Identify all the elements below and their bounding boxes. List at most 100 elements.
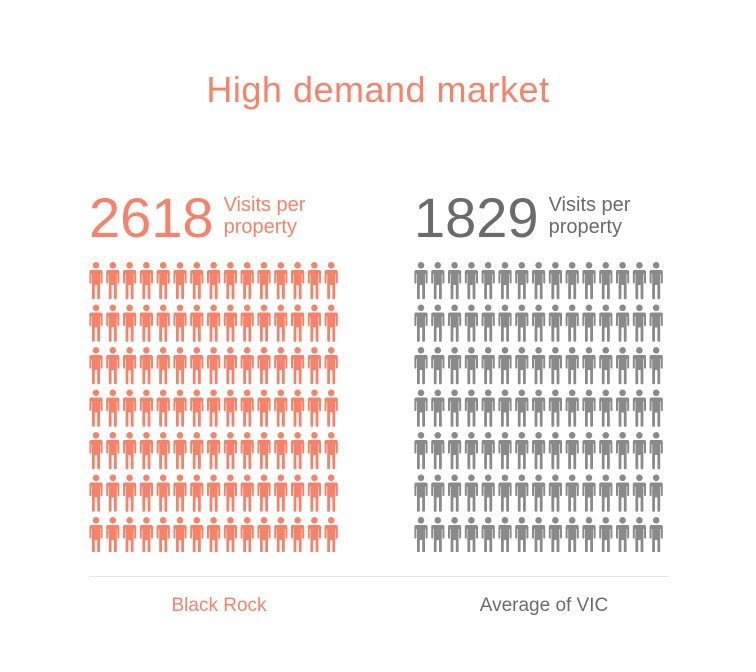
person-icon — [274, 474, 288, 512]
person-icon — [464, 432, 478, 470]
person-icon — [464, 304, 478, 342]
person-icon — [548, 304, 562, 342]
person-icon — [223, 474, 237, 512]
person-icon — [89, 389, 103, 427]
divider — [89, 576, 669, 577]
person-icon — [106, 262, 120, 300]
person-icon — [89, 262, 103, 300]
person-icon — [649, 474, 663, 512]
person-icon — [324, 517, 338, 552]
person-icon — [190, 304, 204, 342]
person-icon — [123, 304, 137, 342]
person-icon — [207, 347, 221, 385]
person-icon — [414, 432, 428, 470]
person-icon — [515, 347, 529, 385]
person-icon — [156, 389, 170, 427]
person-icon — [89, 304, 103, 342]
person-icon — [414, 517, 428, 552]
person-icon — [632, 262, 646, 300]
person-icon — [498, 347, 512, 385]
person-icon — [123, 389, 137, 427]
person-icon — [548, 389, 562, 427]
person-icon — [173, 389, 187, 427]
person-icon — [649, 304, 663, 342]
person-icon — [532, 389, 546, 427]
person-icon — [498, 432, 512, 470]
person-icon — [616, 517, 630, 552]
person-icon — [431, 304, 445, 342]
person-icon — [89, 347, 103, 385]
person-icon — [240, 304, 254, 342]
person-icon — [324, 347, 338, 385]
person-icon — [274, 347, 288, 385]
person-icon — [632, 432, 646, 470]
person-icon — [414, 389, 428, 427]
person-icon — [414, 304, 428, 342]
person-icon — [481, 389, 495, 427]
person-icon — [291, 432, 305, 470]
person-icon — [481, 517, 495, 552]
stat-unit-black-rock: Visits per property — [223, 194, 306, 238]
person-icon — [240, 517, 254, 552]
person-icon — [649, 517, 663, 552]
pictogram-black-rock — [89, 262, 338, 552]
person-icon — [565, 474, 579, 512]
panel-average-vic: 1829 Visits per property — [414, 186, 674, 552]
person-icon — [582, 517, 596, 552]
person-icon — [274, 517, 288, 552]
chart-title: High demand market — [206, 69, 550, 110]
person-icon — [156, 347, 170, 385]
person-icon — [156, 517, 170, 552]
person-icon — [257, 474, 271, 512]
person-icon — [649, 432, 663, 470]
person-icon — [173, 517, 187, 552]
person-icon — [649, 262, 663, 300]
person-icon — [156, 432, 170, 470]
person-icon — [448, 474, 462, 512]
person-icon — [223, 389, 237, 427]
pictogram-average-vic — [414, 262, 663, 552]
person-icon — [481, 474, 495, 512]
person-icon — [548, 474, 562, 512]
person-icon — [632, 517, 646, 552]
person-icon — [565, 432, 579, 470]
person-icon — [156, 304, 170, 342]
person-icon — [139, 474, 153, 512]
person-icon — [515, 517, 529, 552]
stat-value-black-rock: 2618 — [89, 186, 214, 249]
person-icon — [123, 432, 137, 470]
person-icon — [257, 347, 271, 385]
person-icon — [240, 432, 254, 470]
person-icon — [291, 304, 305, 342]
legend-label-black-rock: Black Rock — [171, 595, 267, 616]
person-icon — [464, 474, 478, 512]
person-icon — [431, 432, 445, 470]
person-icon — [106, 304, 120, 342]
person-icon — [532, 262, 546, 300]
person-icon — [307, 347, 321, 385]
person-icon — [240, 262, 254, 300]
person-icon — [291, 262, 305, 300]
person-icon — [207, 389, 221, 427]
person-icon — [582, 389, 596, 427]
person-icon — [106, 347, 120, 385]
person-icon — [139, 262, 153, 300]
person-icon — [464, 389, 478, 427]
person-icon — [515, 474, 529, 512]
person-icon — [190, 474, 204, 512]
person-icon — [481, 432, 495, 470]
person-icon — [274, 262, 288, 300]
person-icon — [324, 304, 338, 342]
person-icon — [190, 389, 204, 427]
person-icon — [139, 389, 153, 427]
person-icon — [464, 517, 479, 552]
person-icon — [106, 432, 120, 470]
person-icon — [123, 347, 137, 385]
panel-black-rock: 2618 Visits per property — [89, 186, 349, 552]
person-icon — [106, 389, 120, 427]
person-icon — [515, 389, 529, 427]
person-icon — [89, 474, 103, 512]
person-icon — [632, 474, 646, 512]
person-icon — [223, 432, 237, 470]
person-icon — [448, 389, 462, 427]
